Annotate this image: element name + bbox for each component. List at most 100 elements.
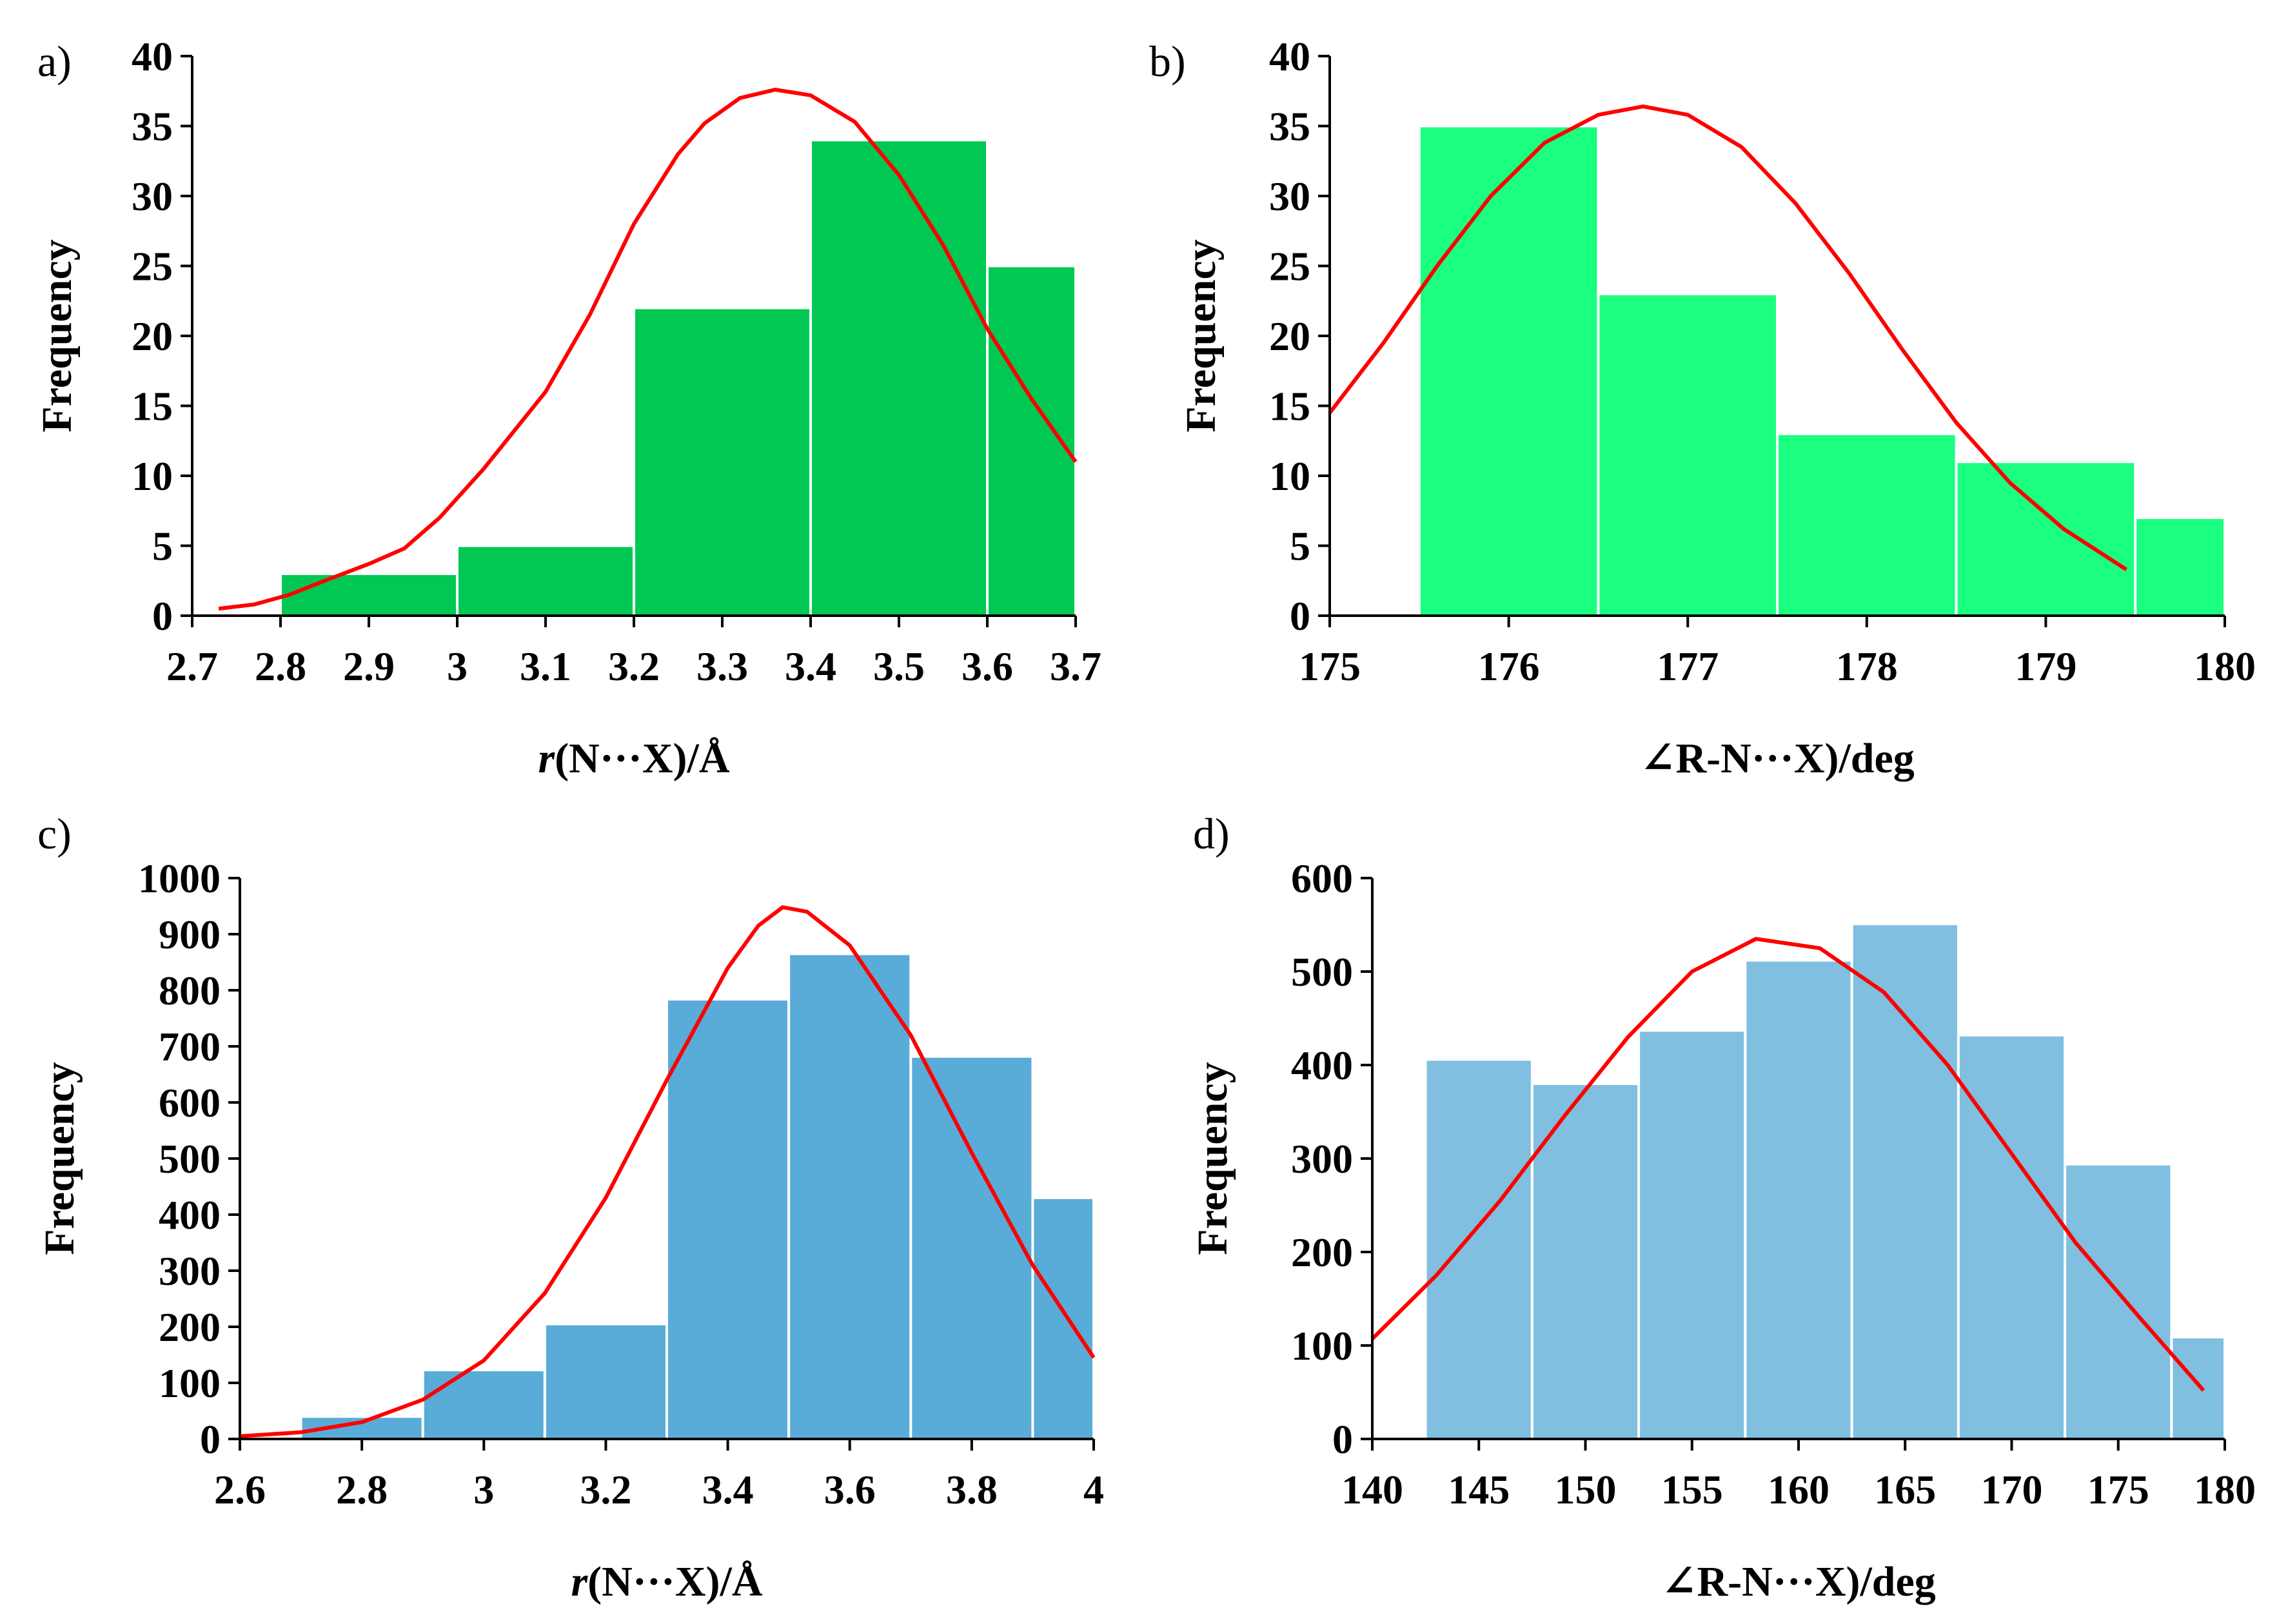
- x-axis-title-italic: r: [538, 735, 555, 782]
- y-tick-label: 200: [1291, 1229, 1353, 1275]
- x-tick-label: 3: [447, 643, 468, 689]
- y-tick-label: 40: [132, 34, 173, 79]
- y-tick-label: 35: [1269, 104, 1310, 150]
- panel-label: a): [37, 37, 72, 86]
- x-axis-title: r(N···X)/Å: [538, 735, 729, 782]
- panel-label: d): [1193, 809, 1230, 858]
- histogram-bar: [2064, 1162, 2173, 1440]
- x-tick-label: 2.6: [214, 1467, 266, 1512]
- histogram-bar: [1597, 292, 1779, 617]
- y-tick-label: 1000: [138, 856, 221, 901]
- x-tick-label: 2.8: [336, 1467, 388, 1512]
- x-tick-label: 160: [1768, 1467, 1829, 1512]
- x-tick-label: 180: [2194, 643, 2256, 689]
- x-tick-label: 155: [1661, 1467, 1723, 1512]
- x-tick-label: 3.1: [520, 643, 571, 689]
- x-tick-label: 3: [473, 1467, 494, 1512]
- x-tick-label: 175: [1299, 643, 1361, 689]
- x-axis-title: r(N···X)/Å: [571, 1558, 762, 1605]
- histogram-bar: [543, 1322, 668, 1440]
- x-tick-label: 3.4: [785, 643, 836, 689]
- histogram-bar: [2134, 516, 2226, 617]
- histogram-bar: [1424, 1058, 1534, 1441]
- y-tick-label: 500: [159, 1136, 221, 1182]
- y-tick-label: 600: [1291, 856, 1353, 901]
- x-axis-title-text: (N···X)/Å: [587, 1558, 763, 1605]
- y-tick-label: 30: [1269, 173, 1310, 219]
- x-tick-label: 3.6: [824, 1467, 876, 1512]
- histogram-bar: [1957, 1033, 2067, 1440]
- x-tick-label: 3.5: [873, 643, 925, 689]
- x-tick-label: 3.2: [608, 643, 660, 689]
- histogram-bar: [279, 572, 459, 618]
- histogram-bar: [1530, 1082, 1641, 1440]
- y-tick-label: 800: [159, 968, 221, 1013]
- x-tick-label: 3.3: [696, 643, 748, 689]
- y-tick-label: 0: [200, 1416, 221, 1462]
- fit-curve: [1370, 937, 2205, 1392]
- x-tick-label: 176: [1478, 643, 1540, 689]
- y-tick-label: 5: [1290, 523, 1310, 569]
- panel-b: 0 5 10 15 20 25 30 35 40 175 176 177 178 179 180 b) Freq…: [1149, 34, 2256, 782]
- y-tick-label: 10: [132, 453, 173, 499]
- y-tick-label: 0: [1290, 593, 1310, 639]
- y-tick-label: 20: [132, 313, 173, 359]
- y-axis-title: Frequency: [1189, 1062, 1236, 1255]
- x-tick-label: 2.8: [255, 643, 306, 689]
- y-tick-label: 300: [1291, 1136, 1353, 1182]
- y-tick-label: 900: [159, 912, 221, 957]
- panel-c: 0 100 200 300 400 500 600 700 800 900 1000 2.6 2.8 3 3…: [36, 809, 1104, 1605]
- x-tick-label: 178: [1836, 643, 1898, 689]
- y-tick-label: 10: [1269, 453, 1310, 499]
- x-tick-label: 2.9: [343, 643, 395, 689]
- y-tick-label: 400: [159, 1192, 221, 1238]
- histogram-bar: [633, 306, 812, 617]
- y-axis-title: Frequency: [36, 1062, 83, 1255]
- x-tick-label: 165: [1874, 1467, 1936, 1512]
- histogram-bar: [1417, 124, 1600, 617]
- histogram-bar: [1637, 1029, 1747, 1440]
- x-axis-title-text: ∠R-N···X)/deg: [1640, 735, 1915, 782]
- x-axis-title-italic: r: [571, 1558, 588, 1605]
- x-tick-label: 170: [1981, 1467, 2043, 1512]
- y-tick-label: 40: [1269, 34, 1310, 79]
- panel-label: b): [1149, 37, 1186, 86]
- histogram-bar: [1776, 432, 1958, 618]
- x-tick-label: 3.4: [702, 1467, 754, 1512]
- y-axis-title: Frequency: [34, 239, 81, 432]
- y-tick-label: 25: [1269, 244, 1310, 289]
- histogram-bar: [456, 544, 635, 617]
- x-tick-label: 4: [1083, 1467, 1104, 1512]
- panel-a: 0 5 10 15 20 25 30 35 40 2.7 2.8 2.9 3 3.1 3.2 3.3 3.4 3.…: [34, 34, 1101, 782]
- y-tick-label: 30: [132, 173, 173, 219]
- y-axis-title: Frequency: [1178, 239, 1225, 432]
- histogram-bar: [666, 997, 791, 1441]
- y-tick-label: 400: [1291, 1042, 1353, 1088]
- x-tick-label: 145: [1448, 1467, 1510, 1512]
- fit-curve: [1328, 104, 2127, 571]
- x-tick-label: 179: [2015, 643, 2076, 689]
- y-tick-label: 100: [159, 1360, 221, 1406]
- panel-d: 0 100 200 300 400 500 600 140 145 150 155 160 165 170…: [1189, 809, 2256, 1605]
- x-tick-label: 175: [2087, 1467, 2149, 1512]
- histogram-bar: [909, 1055, 1034, 1441]
- y-tick-label: 20: [1269, 313, 1310, 359]
- histogram-bar: [1744, 959, 1853, 1440]
- histogram-bar: [787, 952, 912, 1440]
- histogram-bar: [2170, 1335, 2226, 1440]
- x-axis-title-text: (N···X)/Å: [555, 735, 730, 782]
- y-tick-label: 15: [132, 384, 173, 429]
- y-tick-label: 700: [159, 1024, 221, 1070]
- histogram-bar: [1031, 1196, 1096, 1441]
- y-tick-label: 25: [132, 244, 173, 289]
- y-tick-label: 200: [159, 1304, 221, 1350]
- y-tick-label: 0: [152, 593, 173, 639]
- y-tick-label: 35: [132, 104, 173, 150]
- x-axis-title-text: ∠R-N···X)/deg: [1661, 1558, 1936, 1605]
- histogram-bar: [421, 1368, 546, 1440]
- panel-label: c): [37, 809, 72, 858]
- y-tick-label: 15: [1269, 384, 1310, 429]
- fit-curve: [218, 88, 1078, 611]
- y-tick-label: 300: [159, 1248, 221, 1294]
